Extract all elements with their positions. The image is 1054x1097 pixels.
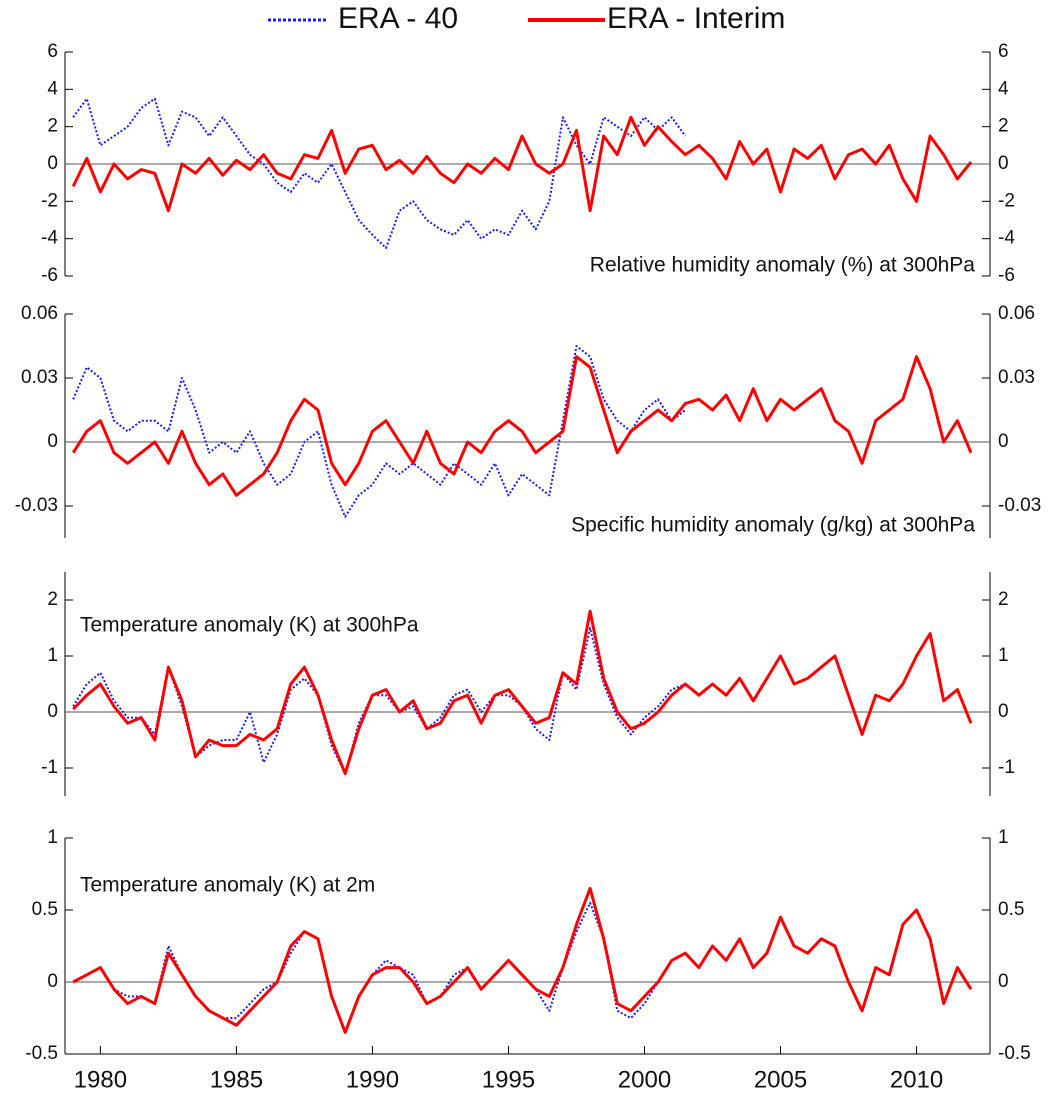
y-tick-label: -2 (998, 190, 1015, 211)
x-tick-label: 1995 (482, 1066, 535, 1093)
y-tick-label: 1 (998, 827, 1009, 848)
y-tick-label: 2 (998, 116, 1009, 137)
x-tick-label: 1990 (346, 1066, 399, 1093)
y-tick-label: 6 (47, 41, 58, 62)
y-tick-label: 1 (47, 645, 58, 666)
series-line (72, 901, 686, 1034)
panel-title: Specific humidity anomaly (g/kg) at 300h… (571, 514, 975, 537)
y-tick-label: -4 (998, 228, 1015, 249)
y-tick-label: -2 (41, 190, 58, 211)
y-tick-label: 2 (47, 116, 58, 137)
legend-label: ERA - Interim (607, 2, 785, 35)
x-tick-label: 2010 (890, 1066, 943, 1093)
y-tick-label: 2 (47, 589, 58, 610)
y-tick-label: 0.06 (998, 303, 1035, 324)
y-tick-label: 0 (47, 701, 58, 722)
y-tick-label: 0 (998, 701, 1009, 722)
y-tick-label: 0 (47, 431, 58, 452)
y-tick-label: 4 (998, 78, 1009, 99)
series-line (71, 115, 973, 213)
y-tick-label: 0.5 (998, 899, 1024, 920)
panel-title: Temperature anomaly (K) at 2m (80, 874, 375, 897)
y-tick-label: -0.5 (998, 1043, 1031, 1064)
y-tick-label: 0.03 (21, 367, 58, 388)
legend-label: ERA - 40 (338, 2, 458, 35)
y-tick-label: 0 (998, 971, 1009, 992)
series-line (72, 97, 687, 249)
y-tick-label: -1 (41, 757, 58, 778)
x-tick-label: 2005 (754, 1066, 807, 1093)
series-line (71, 355, 973, 497)
y-tick-label: 1 (998, 645, 1009, 666)
y-tick-label: -1 (998, 757, 1015, 778)
y-tick-label: 0 (998, 153, 1009, 174)
panel-title: Temperature anomaly (K) at 300hPa (80, 614, 419, 637)
y-tick-label: 6 (998, 41, 1009, 62)
x-tick-label: 1985 (210, 1066, 263, 1093)
y-tick-label: 0.5 (32, 899, 58, 920)
series-line (72, 345, 686, 518)
y-tick-label: -4 (41, 228, 58, 249)
y-tick-label: 0 (47, 971, 58, 992)
y-tick-label: 0 (998, 431, 1009, 452)
y-tick-label: -0.03 (998, 495, 1041, 516)
y-tick-label: 0 (47, 153, 58, 174)
series-line (72, 627, 686, 775)
y-tick-label: -0.03 (15, 495, 58, 516)
y-tick-label: 1 (47, 827, 58, 848)
y-tick-label: 2 (998, 589, 1009, 610)
x-tick-label: 2000 (618, 1066, 671, 1093)
series-line (72, 886, 973, 1034)
panel-title: Relative humidity anomaly (%) at 300hPa (590, 254, 976, 277)
y-tick-label: -6 (998, 265, 1015, 286)
y-tick-label: 0.06 (21, 303, 58, 324)
y-tick-label: -0.5 (25, 1043, 58, 1064)
y-tick-label: 0.03 (998, 367, 1035, 388)
x-tick-label: 1980 (74, 1066, 127, 1093)
y-tick-label: -6 (41, 265, 58, 286)
series-line (72, 609, 973, 776)
y-tick-label: 4 (47, 78, 58, 99)
